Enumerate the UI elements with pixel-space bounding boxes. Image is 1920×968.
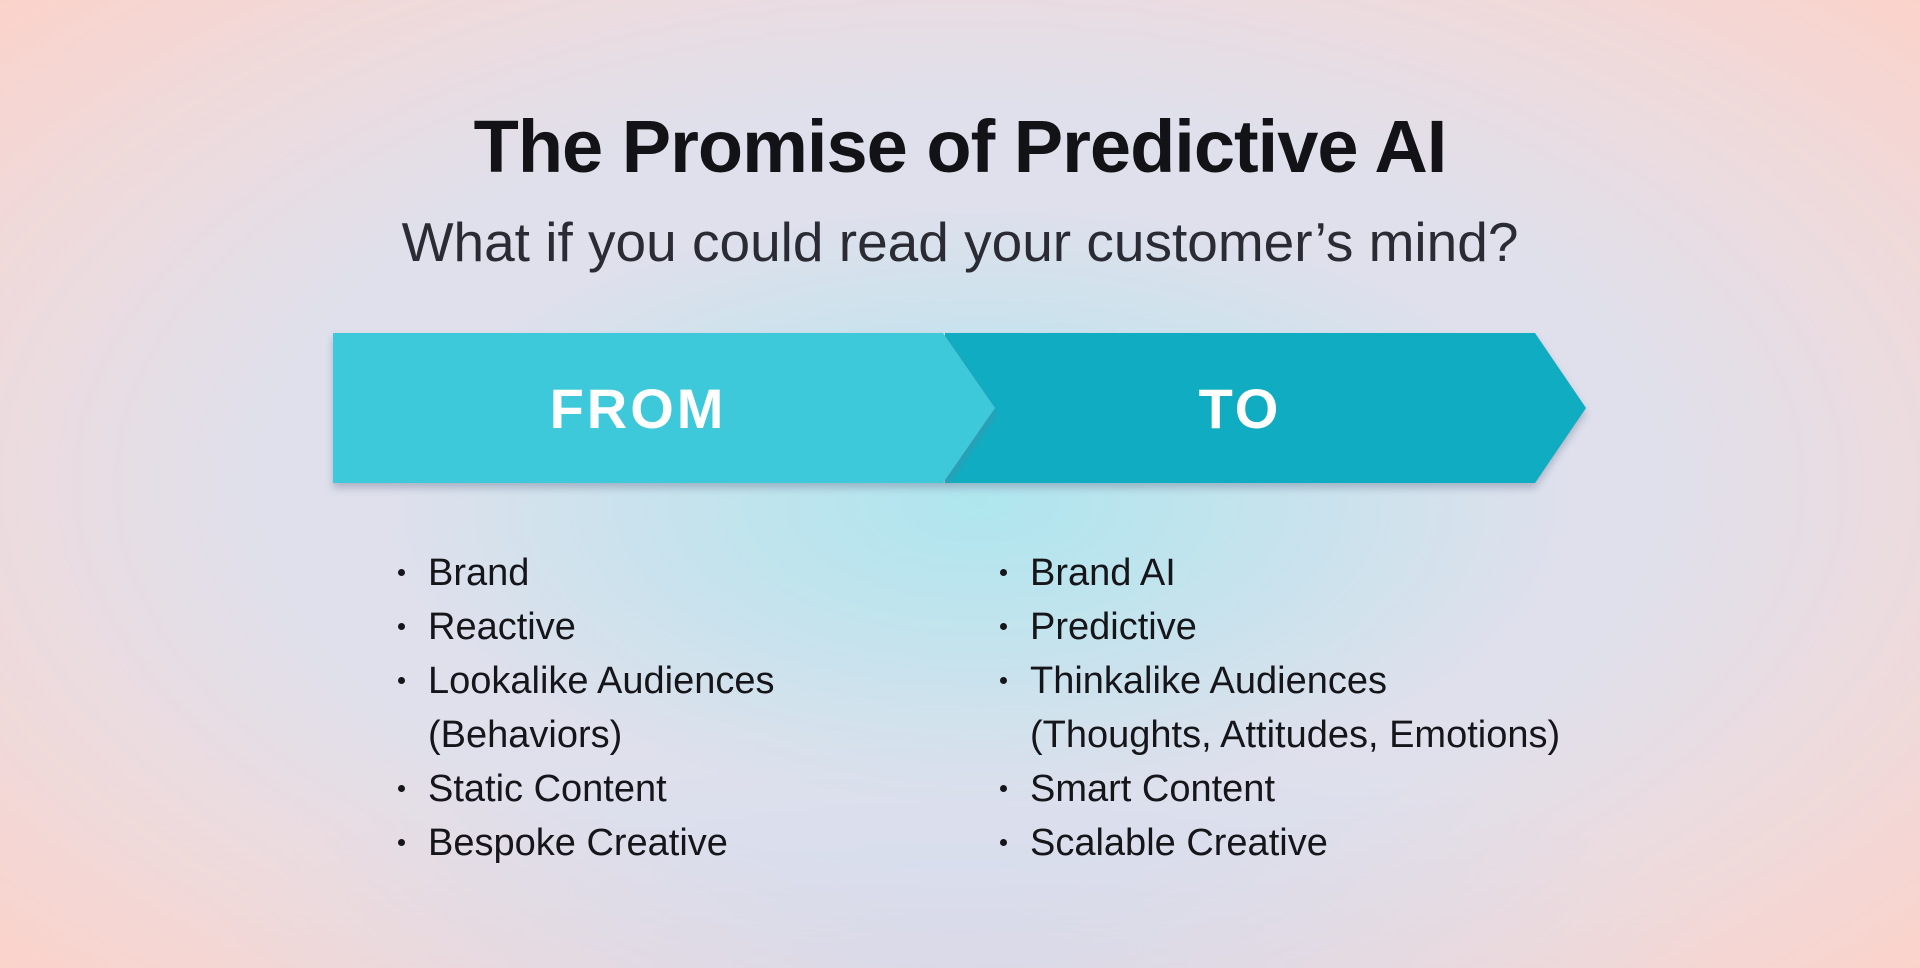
- from-list: Brand Reactive Lookalike Audiences (Behavio…: [392, 546, 774, 870]
- list-item: Lookalike Audiences (Behaviors): [392, 654, 774, 762]
- to-arrow-shadow: TO: [945, 333, 1586, 483]
- list-item: Brand AI: [994, 546, 1560, 600]
- page-title: The Promise of Predictive AI: [473, 105, 1448, 188]
- from-to-banner: TO FROM: [333, 333, 1586, 483]
- list-item-line: (Thoughts, Attitudes, Emotions): [1030, 714, 1561, 756]
- list-item-line: Brand: [428, 552, 530, 594]
- to-banner-label: TO: [1198, 376, 1282, 440]
- list-item: Scalable Creative: [994, 816, 1560, 870]
- list-item: Predictive: [994, 600, 1560, 654]
- from-banner-label: FROM: [549, 376, 727, 440]
- list-item-line: Predictive: [1030, 606, 1197, 648]
- list-item: Smart Content: [994, 762, 1560, 816]
- to-list: Brand AI Predictive Thinkalike Audiences (T…: [994, 546, 1560, 870]
- list-item: Static Content: [392, 762, 774, 816]
- list-item: Reactive: [392, 600, 774, 654]
- list-item: Bespoke Creative: [392, 816, 774, 870]
- list-item-line: (Behaviors): [428, 714, 623, 756]
- list-item-line: Thinkalike Audiences: [1030, 660, 1387, 702]
- list-item-line: Scalable Creative: [1030, 822, 1328, 864]
- list-item-line: Brand AI: [1030, 552, 1176, 594]
- list-item-line: Static Content: [428, 768, 667, 810]
- list-item: Brand: [392, 546, 774, 600]
- list-item-line: Reactive: [428, 606, 576, 648]
- from-arrow-shadow: FROM: [333, 333, 995, 483]
- list-item: Thinkalike Audiences (Thoughts, Attitudes…: [994, 654, 1560, 762]
- from-arrow-banner: FROM: [333, 333, 995, 483]
- to-arrow-banner: TO: [945, 333, 1586, 483]
- list-item-line: Bespoke Creative: [428, 822, 728, 864]
- page-subtitle: What if you could read your customer’s m…: [401, 211, 1519, 273]
- list-item-line: Lookalike Audiences: [428, 660, 775, 702]
- list-item-line: Smart Content: [1030, 768, 1275, 810]
